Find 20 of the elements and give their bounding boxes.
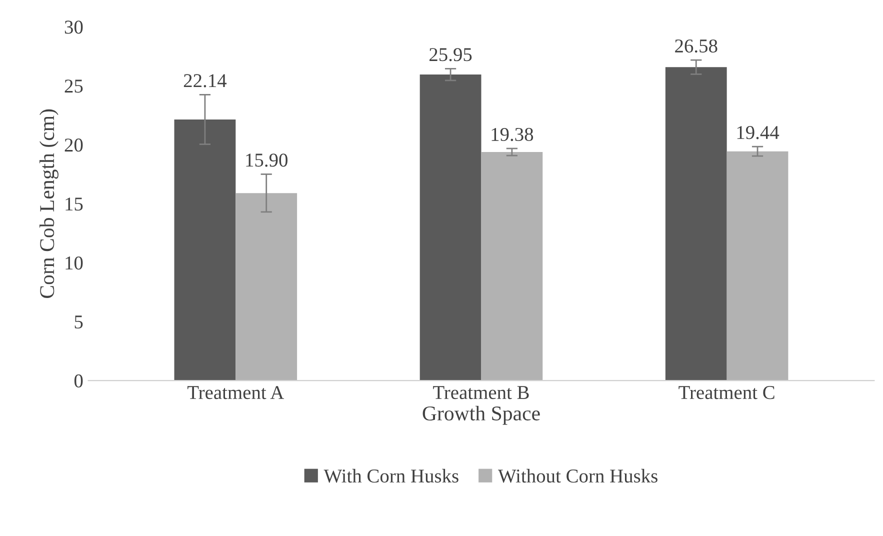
data-label: 15.90 [246, 154, 288, 167]
y-tick-label: 20 [64, 138, 83, 152]
y-tick-label: 25 [64, 80, 83, 93]
y-tick-label: 5 [74, 316, 83, 329]
legend-label: Without Corn Husks [498, 468, 658, 483]
data-label: 19.38 [492, 128, 534, 142]
data-label: 22.14 [184, 74, 227, 88]
x-tick-label: Treatment B [433, 386, 529, 400]
y-tick-label: 10 [66, 256, 83, 270]
x-tick-label: Treatment C [678, 386, 774, 400]
data-label: 26.58 [675, 39, 718, 53]
x-axis-title: Growth Space [422, 406, 540, 425]
y-axis-title: Corn Cob Length (cm) [39, 109, 58, 298]
legend-label: With Corn Husks [324, 468, 458, 483]
y-tick-label: 15 [66, 198, 83, 211]
data-label: 25.95 [430, 48, 472, 62]
y-tick-label: 30 [64, 20, 83, 34]
x-tick-label: Treatment A [187, 386, 284, 400]
y-tick-label: 0 [74, 374, 83, 388]
data-label: 19.44 [737, 126, 780, 140]
